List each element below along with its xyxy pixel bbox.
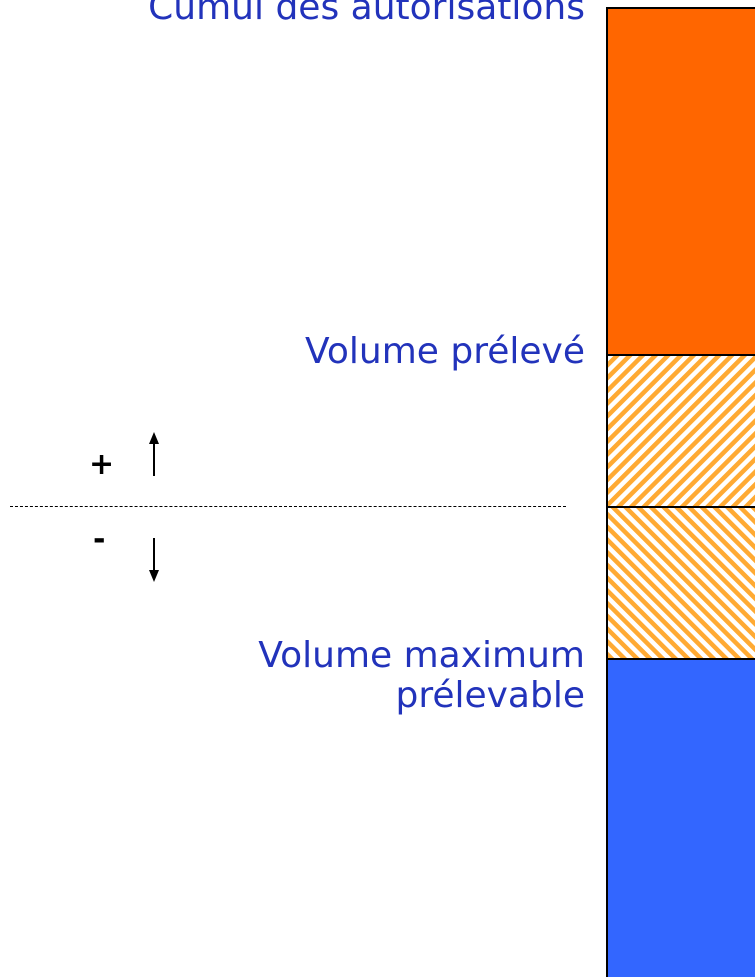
- arrow-up-icon: [149, 432, 159, 476]
- volume-bar: [606, 7, 755, 977]
- bar-segment-volume-maximum-prelevable: [606, 658, 755, 977]
- label-volume-maximum-line2: prélevable: [395, 674, 585, 716]
- bar-segment-cumul-autorisations: [606, 7, 755, 356]
- plus-sign: +: [89, 447, 115, 482]
- minus-sign: -: [93, 522, 106, 557]
- label-volume-maximum-line1: Volume maximum: [258, 635, 585, 676]
- bar-segment-volume-preleve-lower: [606, 506, 755, 660]
- dashed-divider: [10, 506, 566, 507]
- bar-segment-volume-preleve-upper: [606, 354, 755, 508]
- label-volume-preleve: Volume prélevé: [305, 331, 585, 372]
- arrow-down-icon: [149, 538, 159, 582]
- label-cumul-autorisations: Cumul des autorisations: [148, 0, 585, 28]
- label-volume-maximum-prelevable: Volume maximum prélevable: [258, 636, 585, 715]
